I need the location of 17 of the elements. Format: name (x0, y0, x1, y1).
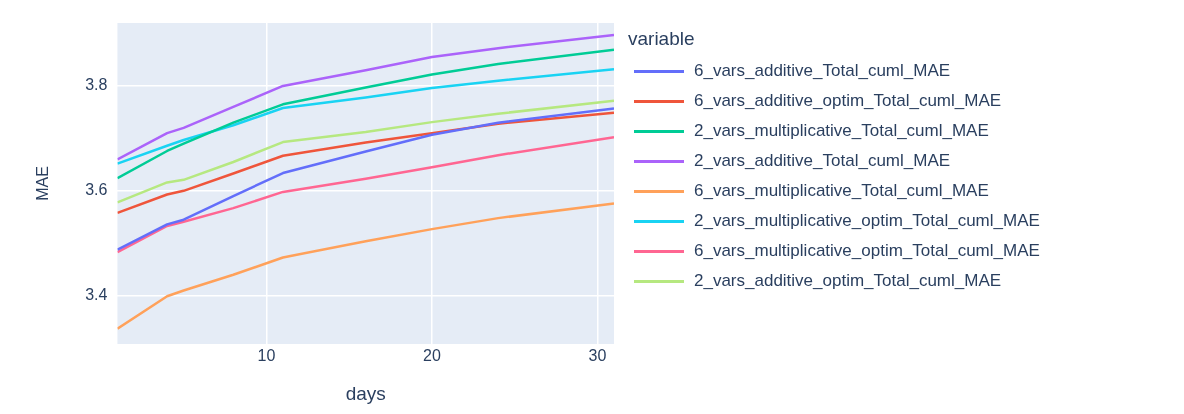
y-tick-label: 3.4 (85, 286, 108, 304)
legend-title: variable (628, 28, 696, 50)
legend-label: 2_vars_additive_optim_Total_cuml_MAE (694, 271, 1002, 291)
legend-label: 6_vars_additive_Total_cuml_MAE (694, 61, 951, 81)
y-axis-title: MAE (34, 166, 52, 201)
legend-label: 2_vars_multiplicative_optim_Total_cuml_MAE (694, 211, 1040, 231)
x-axis-title: days (345, 382, 386, 404)
y-tick-label: 3.8 (85, 76, 108, 94)
x-tick-label: 10 (257, 347, 276, 365)
y-tick-label: 3.6 (85, 181, 108, 199)
x-tick-label: 30 (588, 347, 607, 365)
legend-label: 6_vars_additive_optim_Total_cuml_MAE (694, 91, 1002, 111)
legend-label: 6_vars_multiplicative_optim_Total_cuml_MAE (694, 241, 1040, 261)
x-tick-label: 20 (423, 347, 441, 365)
legend-label: 2_vars_multiplicative_Total_cuml_MAE (694, 121, 989, 141)
legend-label: 6_vars_multiplicative_Total_cuml_MAE (694, 181, 989, 201)
legend-label: 2_vars_additive_Total_cuml_MAE (694, 151, 951, 171)
